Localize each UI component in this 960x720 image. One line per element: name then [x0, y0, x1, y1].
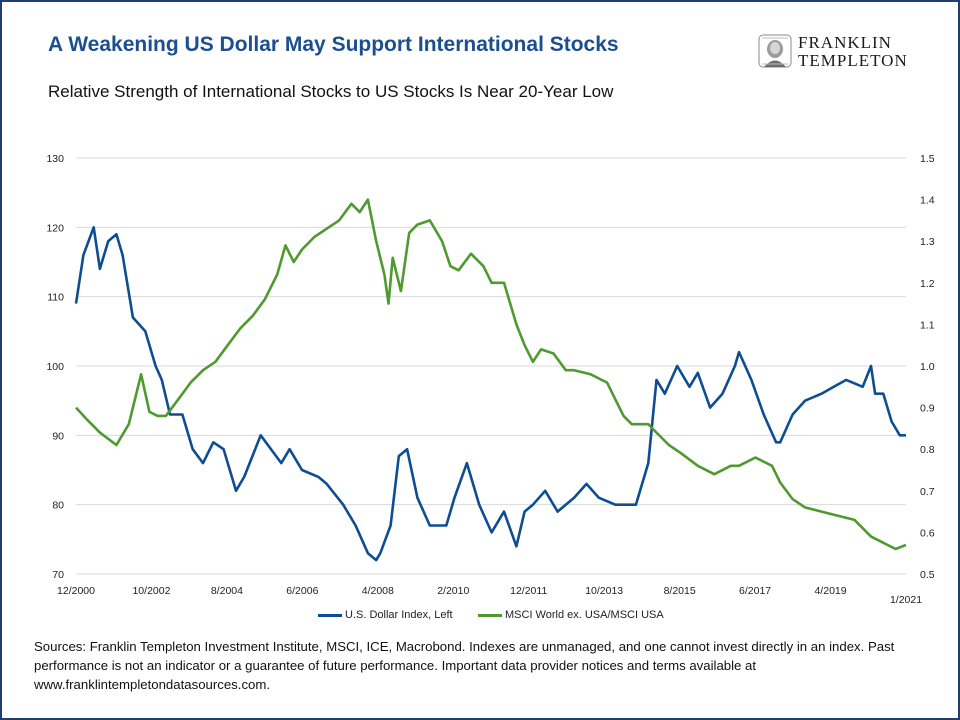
x-tick-label-2: 8/2004 — [211, 585, 243, 597]
y-right-tick-label-10: 1.5 — [920, 153, 935, 165]
x-tick-label-1: 10/2002 — [132, 585, 170, 597]
y-right-tick-label-6: 1.1 — [920, 319, 935, 331]
x-tick-label-11: 1/2021 — [890, 594, 922, 606]
y-left-tick-label-6: 130 — [46, 153, 64, 165]
y-right-tick-label-1: 0.6 — [920, 527, 935, 539]
legend-swatch-msci — [478, 613, 502, 617]
y-right-tick-label-8: 1.3 — [920, 236, 935, 248]
legend-item-dollar: U.S. Dollar Index, Left — [318, 609, 453, 621]
y-right-tick-label-7: 1.2 — [920, 278, 935, 290]
x-tick-label-5: 2/2010 — [437, 585, 469, 597]
y-left-tick-label-0: 70 — [52, 569, 64, 581]
franklin-portrait-icon — [758, 34, 792, 68]
sources-footnote: Sources: Franklin Templeton Investment I… — [34, 639, 895, 692]
x-tick-label-3: 6/2006 — [286, 585, 318, 597]
y-left-tick-label-3: 100 — [46, 361, 64, 373]
x-tick-label-4: 4/2008 — [362, 585, 394, 597]
y-left-tick-label-5: 120 — [46, 222, 64, 234]
x-tick-label-10: 4/2019 — [814, 585, 846, 597]
franklin-templeton-logo: FRANKLIN TEMPLETON — [758, 34, 918, 70]
x-tick-label-0: 12/2000 — [57, 585, 95, 597]
series-line-1 — [75, 198, 907, 551]
series-line-0 — [74, 226, 906, 562]
x-tick-label-8: 8/2015 — [664, 585, 696, 597]
legend-label-msci: MSCI World ex. USA/MSCI USA — [505, 609, 664, 621]
chart-subtitle: Relative Strength of International Stock… — [48, 82, 614, 101]
chart-title: A Weakening US Dollar May Support Intern… — [48, 33, 619, 56]
logo-line-1: FRANKLIN — [798, 33, 892, 52]
y-right-tick-label-0: 0.5 — [920, 569, 935, 581]
y-right-tick-label-3: 0.8 — [920, 444, 935, 456]
y-left-tick-label-4: 110 — [47, 292, 64, 304]
y-right-tick-label-4: 0.9 — [920, 403, 935, 415]
y-right-tick-label-9: 1.4 — [920, 195, 935, 207]
y-right-tick-label-5: 1.0 — [920, 361, 935, 373]
logo-line-2: TEMPLETON — [798, 51, 908, 70]
y-left-tick-label-1: 80 — [52, 500, 64, 512]
y-right-tick-label-2: 0.7 — [920, 486, 935, 498]
x-tick-label-9: 6/2017 — [739, 585, 771, 597]
legend-label-dollar: U.S. Dollar Index, Left — [345, 609, 453, 621]
legend-swatch-dollar — [318, 613, 342, 617]
y-left-tick-label-2: 90 — [52, 430, 64, 442]
legend-item-msci: MSCI World ex. USA/MSCI USA — [478, 609, 664, 621]
x-tick-label-6: 12/2011 — [510, 585, 547, 597]
x-tick-label-7: 10/2013 — [585, 585, 623, 597]
